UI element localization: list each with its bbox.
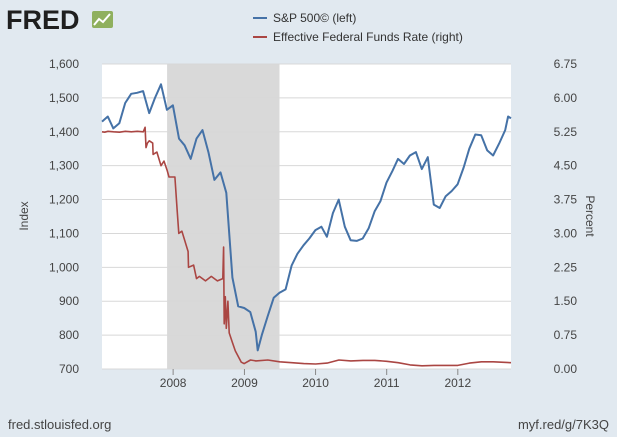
y-right-tick-label: 2.25 (554, 260, 578, 274)
x-tick-label: 2011 (374, 376, 400, 390)
y-axis-left-title: Index (17, 201, 31, 230)
recession-shading (167, 64, 280, 369)
legend-sp500-label: S&P 500© (left) (273, 11, 356, 25)
sp500-line (101, 83, 512, 352)
y-left-tick-label: 800 (59, 328, 79, 342)
legend-fedfunds-label: Effective Federal Funds Rate (right) (273, 30, 463, 44)
footer-source-link[interactable]: fred.stlouisfed.org (8, 417, 112, 432)
y-right-tick-label: 5.25 (554, 125, 578, 139)
recession-band-0 (167, 64, 280, 369)
plot-area (102, 64, 511, 369)
y-right-tick-label: 3.75 (554, 193, 578, 207)
y-right-tick-label: 0.00 (554, 362, 578, 376)
y-right-tick-label: 6.75 (554, 57, 578, 71)
y-left-tick-label: 1,600 (49, 57, 79, 71)
gridlines (102, 63, 511, 370)
y-axis-right-ticks: 0.00 0.75 1.50 2.25 3.00 3.75 4.50 5.25 6.00 6.75 (554, 57, 578, 376)
y-axis-right-title: Percent (583, 195, 597, 237)
logo-text: FRED (6, 5, 80, 35)
y-left-tick-label: 900 (59, 294, 79, 308)
x-tick-label: 2009 (231, 376, 258, 390)
y-left-tick-label: 700 (59, 362, 79, 376)
legend: S&P 500© (left) Effective Federal Funds … (253, 11, 463, 44)
y-right-tick-label: 1.50 (554, 294, 578, 308)
footer-short-url[interactable]: myf.red/g/7K3Q (517, 417, 609, 432)
x-tick-label: 2010 (302, 376, 329, 390)
x-tick-label: 2008 (160, 376, 187, 390)
y-right-tick-label: 4.50 (554, 159, 578, 173)
y-left-tick-label: 1,300 (49, 159, 79, 173)
fedfunds-line (101, 126, 512, 367)
x-tick-label: 2012 (444, 376, 471, 390)
y-axis-left-ticks: 700 800 900 1,000 1,100 1,200 1,300 1,400 1,500 1… (49, 57, 79, 376)
y-left-tick-label: 1,400 (49, 125, 79, 139)
y-left-tick-label: 1,000 (49, 260, 79, 274)
y-left-tick-label: 1,100 (49, 226, 79, 240)
x-axis-ticks: 2008 2009 2010 2011 2012 (160, 369, 471, 390)
y-right-tick-label: 0.75 (554, 328, 578, 342)
series-lines (101, 83, 512, 367)
y-right-tick-label: 6.00 (554, 91, 578, 105)
y-left-tick-label: 1,500 (49, 91, 79, 105)
fred-logo[interactable]: FRED (6, 5, 113, 35)
logo-chart-icon (92, 11, 113, 28)
y-right-tick-label: 3.00 (554, 226, 578, 240)
y-left-tick-label: 1,200 (49, 193, 79, 207)
